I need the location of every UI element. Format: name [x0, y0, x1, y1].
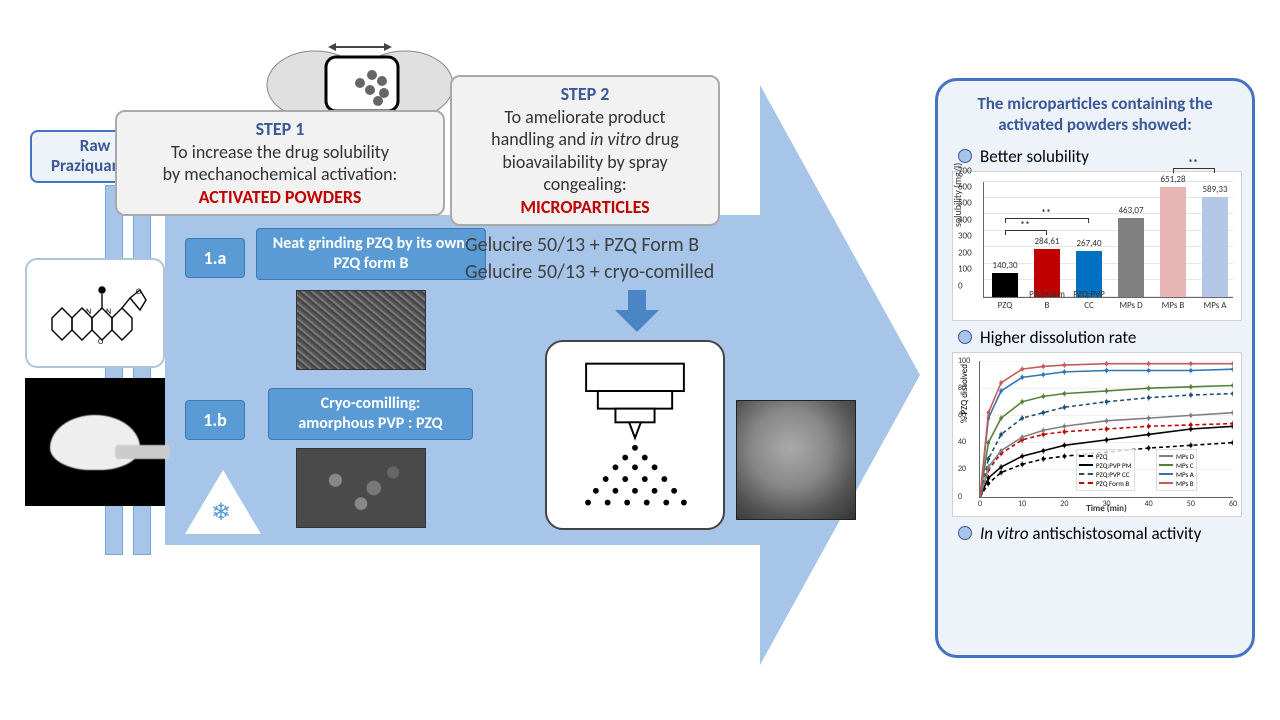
proc-1b-num: 1.b [185, 400, 245, 440]
praziquantel-structure-icon: N N O O [40, 268, 150, 358]
results-title: The microparticles containing the activa… [952, 93, 1238, 136]
svg-text:O: O [136, 287, 142, 297]
sem-microparticle-image [736, 400, 856, 520]
cryo-icon [185, 470, 261, 534]
proc-1b-box: Cryo-comilling: amorphous PVP : PZQ [268, 388, 473, 440]
step2-l2: handling and in vitro drug [462, 128, 708, 151]
bullet-dissolution: Higher dissolution rate [958, 327, 1238, 348]
step2-l1: To ameliorate product [462, 106, 708, 129]
chemical-structure-box: N N O O [25, 258, 165, 368]
step2-box: STEP 2 To ameliorate product handling an… [450, 75, 720, 226]
proc-1a-num: 1.a [185, 238, 245, 278]
proc-1a-box: Neat grinding PZQ by its own: PZQ form B [256, 228, 486, 280]
powder-photo [25, 378, 165, 506]
sem-fibers-image [296, 290, 426, 370]
step1-red: ACTIVATED POWDERS [127, 186, 433, 209]
step2-l4: congealing: [462, 173, 708, 196]
spray-congealing-box [545, 340, 725, 530]
solubility-bar-chart: solubility (mg/l) 0100200300400500600700… [952, 171, 1242, 321]
down-arrow-icon [615, 290, 659, 334]
step1-title: STEP 1 [127, 118, 433, 141]
step2-title: STEP 2 [462, 83, 708, 106]
step1-l2: by mechanochemical activation: [127, 163, 433, 186]
results-panel: The microparticles containing the activa… [935, 78, 1255, 658]
step2-red: MICROPARTICLES [462, 196, 708, 219]
svg-text:N: N [86, 307, 91, 317]
bullet-activity: In vitro antischistosomal activity [958, 523, 1238, 544]
process-arrow-head [760, 85, 920, 665]
svg-text:N: N [106, 307, 111, 317]
raw-label-l1: Raw [80, 135, 111, 156]
gelucire-text: Gelucire 50/13 + PZQ Form B Gelucire 50/… [465, 232, 714, 286]
spray-nozzle-icon [547, 342, 723, 532]
dissolution-line-chart: % PZQ dissolved Time (min) 0204060801000… [952, 352, 1242, 517]
step1-box: STEP 1 To increase the drug solubility b… [115, 110, 445, 216]
svg-text:O: O [98, 337, 104, 347]
sem-agglom-image [296, 448, 426, 528]
step2-l3: bioavailability by spray [462, 151, 708, 174]
step1-l1: To increase the drug solubility [127, 141, 433, 164]
